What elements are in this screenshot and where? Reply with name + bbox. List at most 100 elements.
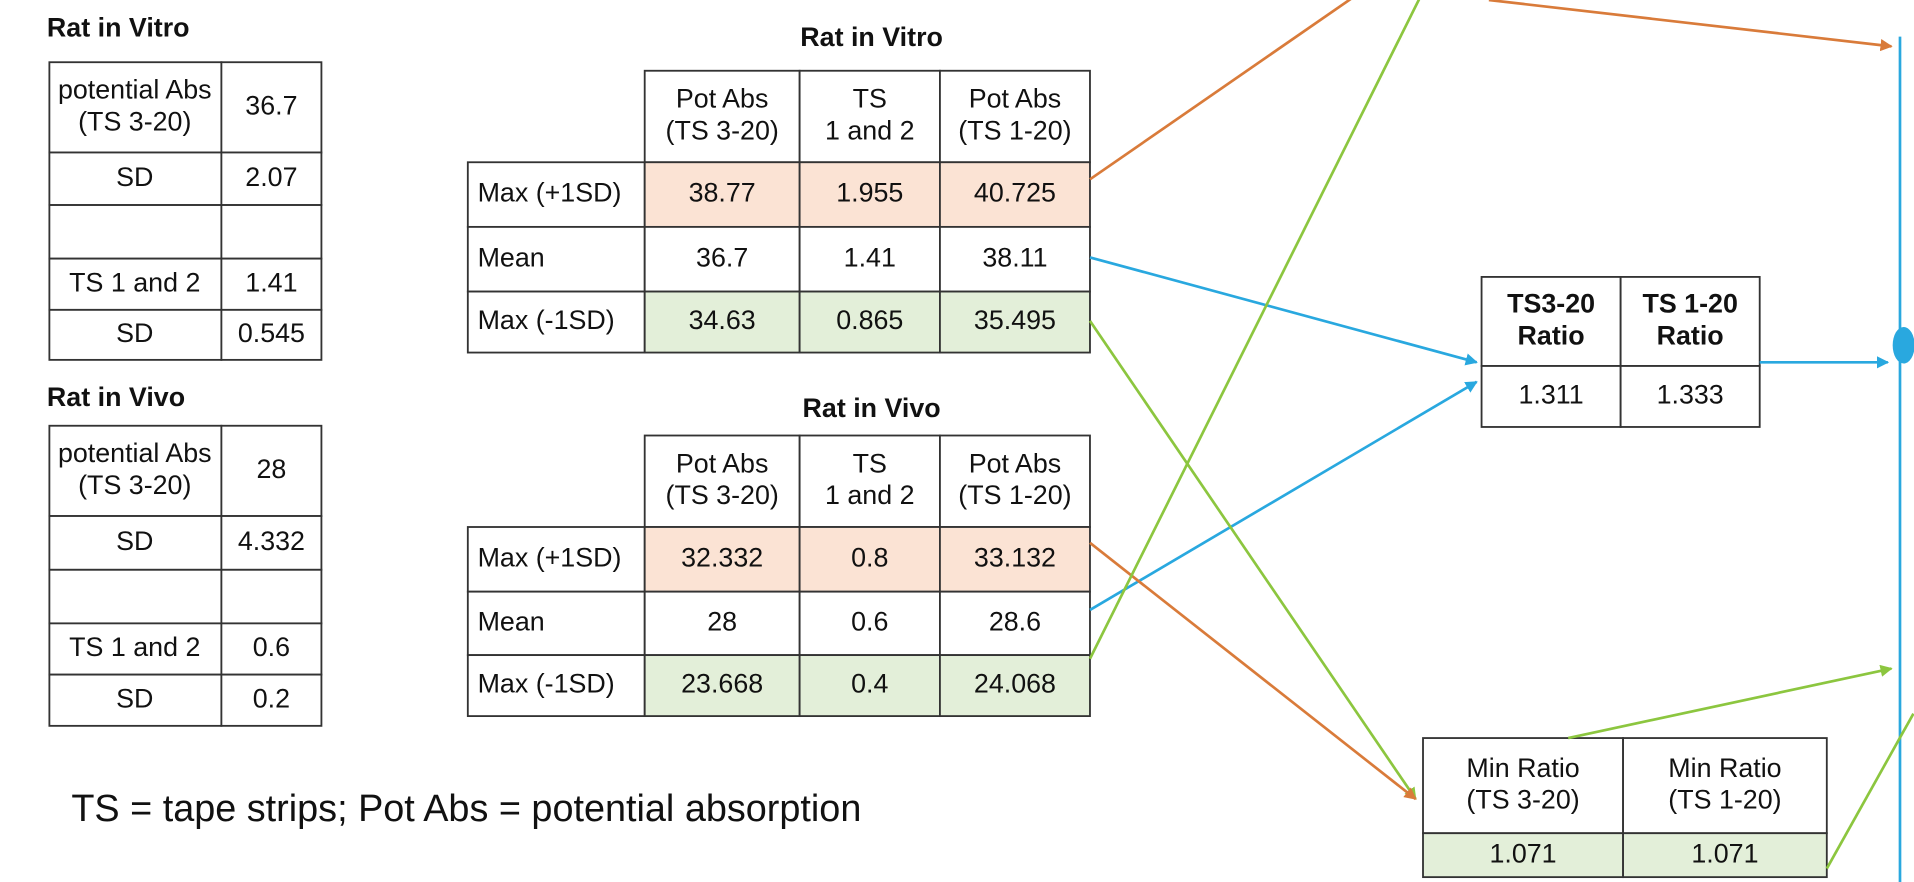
cell-text: 1 and 2 <box>825 480 915 510</box>
table-title: Rat in Vivo <box>803 393 941 423</box>
table-cell <box>643 590 801 657</box>
arrow <box>1089 0 1352 181</box>
cell-text: TS 1-20 <box>1642 289 1737 319</box>
cell-text: TS <box>853 448 887 478</box>
cell-text: (TS 1-20) <box>958 480 1071 510</box>
cell-text: (TS 3-20) <box>666 480 779 510</box>
table-cell <box>643 526 801 593</box>
cell-text: (TS 3-20) <box>1466 785 1579 815</box>
table-cell <box>798 526 941 593</box>
cell-text: 34.63 <box>689 305 756 335</box>
cell-text: Max (-1SD) <box>478 669 615 699</box>
table-cell <box>220 568 323 625</box>
cell-text: 23.668 <box>681 669 763 699</box>
cell-text: 0.4 <box>851 669 888 699</box>
cell-text: 1.41 <box>844 242 896 272</box>
arrow <box>1488 0 1893 52</box>
table-cell <box>48 151 223 206</box>
cell-text: Pot Abs <box>969 84 1061 114</box>
table-cell <box>798 161 941 228</box>
cell-text: 0.865 <box>836 305 903 335</box>
cell-text: SD <box>116 683 153 713</box>
table-cell <box>466 290 646 354</box>
cell-text: 1 and 2 <box>825 115 915 145</box>
table-cell <box>1480 276 1622 367</box>
cell-text: 0.545 <box>238 318 305 348</box>
cell-text: 1.955 <box>836 178 903 208</box>
cell-text: (TS 1-20) <box>958 115 1071 145</box>
arrow <box>1088 320 1417 801</box>
cell-text: 0.6 <box>851 606 888 636</box>
table-cell <box>220 515 323 571</box>
table-cell <box>220 151 323 206</box>
table-cell <box>48 204 223 260</box>
table-cell <box>1619 365 1761 428</box>
table-cell <box>1422 737 1624 835</box>
cell-text: SD <box>116 318 153 348</box>
table-cell <box>939 290 1091 354</box>
cell-text: 38.77 <box>689 178 756 208</box>
table-cell <box>1619 276 1761 367</box>
cell-text: Mean <box>478 242 545 272</box>
cell-text: TS 1 and 2 <box>69 267 200 297</box>
cell-text: Ratio <box>1518 320 1585 350</box>
table-cell <box>220 424 323 517</box>
cell-text: Min Ratio <box>1466 753 1579 783</box>
table-cell <box>798 69 941 164</box>
cell-text: 1.333 <box>1657 380 1724 410</box>
cell-text: TS3-20 <box>1507 289 1595 319</box>
cell-text: 0.6 <box>253 632 290 662</box>
table-cell <box>1622 737 1828 835</box>
cell-text: Max (+1SD) <box>478 542 622 572</box>
cell-text: 38.11 <box>982 242 1047 272</box>
cell-text: SD <box>116 526 153 556</box>
cell-text: Pot Abs <box>676 84 768 114</box>
cell-text: (TS 3-20) <box>78 470 191 500</box>
cell-text: (TS 3-20) <box>666 115 779 145</box>
table-cell <box>1480 365 1622 428</box>
arrow <box>1825 712 1914 870</box>
cell-text: 28 <box>256 454 286 484</box>
cell-text: 35.495 <box>974 305 1056 335</box>
arrow <box>1089 541 1417 801</box>
table-cell <box>643 290 801 354</box>
cell-text: Max (+1SD) <box>478 178 622 208</box>
cell-text: 0.8 <box>851 542 888 572</box>
cell-text: Mean <box>478 606 545 636</box>
table-cell <box>466 590 646 657</box>
arrow <box>1089 380 1478 612</box>
cell-text: Pot Abs <box>676 448 768 478</box>
cell-text: Max (-1SD) <box>478 305 615 335</box>
table-title: Rat in Vitro <box>47 12 190 42</box>
table-cell <box>220 622 323 676</box>
cell-text: 1.071 <box>1691 838 1758 868</box>
cell-text: 36.7 <box>245 90 297 120</box>
table-cell <box>48 308 223 361</box>
cell-text: (TS 3-20) <box>78 106 191 136</box>
table-cell <box>220 673 323 727</box>
cell-text: potential Abs <box>58 75 212 105</box>
table-cell <box>466 654 646 718</box>
table-cell <box>643 161 801 228</box>
table-cell <box>939 590 1091 657</box>
table-cell <box>220 61 323 154</box>
cell-text: 0.2 <box>253 683 290 713</box>
cell-text: Pot Abs <box>969 448 1061 478</box>
cell-text: 1.071 <box>1489 838 1556 868</box>
cell-text: 33.132 <box>974 542 1056 572</box>
cell-text: 2.07 <box>245 162 297 192</box>
cell-text: 1.41 <box>245 267 297 297</box>
table-cell <box>48 61 223 154</box>
table-cell <box>939 654 1091 718</box>
node <box>1892 326 1914 364</box>
cell-text: (TS 1-20) <box>1668 785 1781 815</box>
table-cell <box>939 69 1091 164</box>
arrow <box>1089 256 1478 366</box>
cell-text: 24.068 <box>974 669 1056 699</box>
cell-text: 4.332 <box>238 526 305 556</box>
table-cell <box>220 257 323 311</box>
cell-text: SD <box>116 162 153 192</box>
